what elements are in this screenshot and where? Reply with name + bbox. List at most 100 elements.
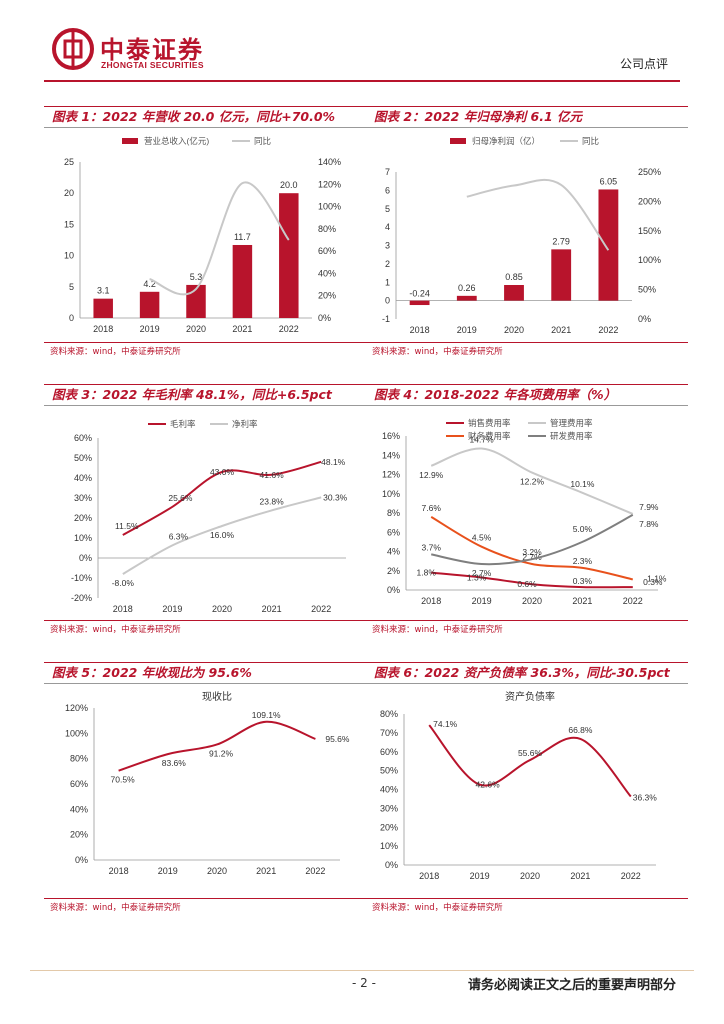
y2-tick-label: 50% xyxy=(638,285,656,295)
y-tick-label: 100% xyxy=(65,728,88,738)
chart-panel-5: 图表 5：2022 年收现比为 95.6% 现收比 0% 20% 40% 60% 80% 1… xyxy=(44,662,366,922)
y-tick-label: 0% xyxy=(387,585,400,595)
x-tick-label: 2022 xyxy=(279,324,299,334)
series-line xyxy=(431,514,634,566)
y2-tick-label: 0% xyxy=(638,314,651,324)
y-tick-label: 7 xyxy=(385,167,390,177)
y-tick-label: 10% xyxy=(382,489,400,499)
header-divider xyxy=(44,80,680,82)
y-tick-label: 8% xyxy=(387,508,400,518)
y-tick-label: 40% xyxy=(70,804,88,814)
bar xyxy=(409,300,430,306)
data-label: 7.8% xyxy=(639,519,659,529)
data-label: 0.6% xyxy=(517,579,537,589)
bar-value-label: 0.85 xyxy=(505,272,523,282)
x-tick-label: 2018 xyxy=(410,325,430,335)
bar xyxy=(93,298,113,318)
y-tick-label: -1 xyxy=(382,314,390,324)
y-tick-label: 15 xyxy=(64,219,74,229)
y-tick-label: 60% xyxy=(70,779,88,789)
x-tick-label: 2020 xyxy=(186,324,206,334)
y-tick-label: 6 xyxy=(385,185,390,195)
series-line xyxy=(122,496,322,575)
y-tick-label: 1 xyxy=(385,277,390,287)
data-label: 74.1% xyxy=(433,719,458,729)
page-number: - 2 - xyxy=(352,976,376,990)
chart-panel-4: 图表 4：2018-2022 年各项费用率（%） 销售费用率 管理费用率 财务费用率… xyxy=(366,384,688,644)
chart-margin: 毛利率 净利率 -20% -10% 0% 10% 20% 30% 40% 50% 60% 2018 20… xyxy=(71,419,348,614)
y-tick-label: 20% xyxy=(380,822,398,832)
y-tick-label: 14% xyxy=(382,450,400,460)
y2-tick-label: 80% xyxy=(318,224,336,234)
x-tick-label: 2021 xyxy=(572,596,592,606)
y-tick-label: 2% xyxy=(387,566,400,576)
y-tick-label: 80% xyxy=(380,709,398,719)
series-line xyxy=(122,460,322,536)
company-name-cn: 中泰证券 xyxy=(100,36,204,64)
data-label: 55.6% xyxy=(518,748,543,758)
chart-title: 图表 5：2022 年收现比为 95.6% xyxy=(44,662,366,684)
bar xyxy=(279,193,299,318)
data-label: 7.9% xyxy=(639,502,659,512)
series-line xyxy=(430,515,634,581)
x-tick-label: 2021 xyxy=(551,325,571,335)
data-label: 70.5% xyxy=(111,775,136,785)
chart-title: 图表 2：2022 年归母净利 6.1 亿元 xyxy=(366,106,688,128)
x-tick-label: 2020 xyxy=(522,596,542,606)
chart-panel-1: 图表 1：2022 年营收 20.0 亿元，同比+70.0% 营业总收入(亿元)… xyxy=(44,106,366,366)
data-label: -8.0% xyxy=(112,578,135,588)
y-tick-label: 10% xyxy=(380,841,398,851)
data-label: 5.0% xyxy=(573,524,593,534)
data-label: 43.0% xyxy=(210,467,235,477)
y-tick-label: -20% xyxy=(71,593,92,603)
x-tick-label: 2021 xyxy=(570,871,590,881)
data-label: 25.6% xyxy=(168,493,193,503)
x-tick-label: 2018 xyxy=(419,871,439,881)
x-tick-label: 2019 xyxy=(457,325,477,335)
y-tick-label: 50% xyxy=(74,453,92,463)
y2-tick-label: 200% xyxy=(638,196,661,206)
bar xyxy=(456,295,477,301)
data-label: 4.5% xyxy=(472,533,492,543)
chart-title: 图表 6：2022 资产负债率 36.3%，同比-30.5pct xyxy=(366,662,688,684)
y-tick-label: 4% xyxy=(387,547,400,557)
data-label: 2.3% xyxy=(573,556,593,566)
y-tick-label: 40% xyxy=(74,473,92,483)
series-line xyxy=(466,178,610,251)
legend-label: 研发费用率 xyxy=(550,431,593,441)
report-type: 公司点评 xyxy=(619,57,668,71)
data-label: 95.6% xyxy=(325,734,350,744)
data-label: 16.0% xyxy=(210,530,235,540)
x-tick-label: 2019 xyxy=(472,596,492,606)
y-tick-label: 25 xyxy=(64,157,74,167)
y-tick-label: -10% xyxy=(71,573,92,583)
y-tick-label: 60% xyxy=(380,747,398,757)
y-tick-label: 5 xyxy=(385,204,390,214)
x-tick-label: 2019 xyxy=(158,866,178,876)
data-label: 91.2% xyxy=(209,748,234,758)
y-tick-label: 0% xyxy=(385,860,398,870)
data-label: 36.3% xyxy=(633,792,658,802)
y2-tick-label: 100% xyxy=(638,255,661,265)
y-tick-label: 10 xyxy=(64,251,74,261)
bar-value-label: 5.3 xyxy=(190,272,203,282)
legend-label: 净利率 xyxy=(232,419,258,429)
chart-debt-ratio: 资产负债率 0% 10% 20% 30% 40% 50% 60% 70% 80% 2018 2019 2… xyxy=(380,690,658,881)
bar xyxy=(598,189,619,301)
bar-value-label: 6.05 xyxy=(600,176,618,186)
x-tick-label: 2018 xyxy=(113,604,133,614)
y-tick-label: 0% xyxy=(79,553,92,563)
y-tick-label: 0% xyxy=(75,855,88,865)
data-label: 12.2% xyxy=(520,477,545,487)
data-label: 109.1% xyxy=(252,710,281,720)
footer-divider xyxy=(30,970,694,971)
legend-label: 财务费用率 xyxy=(468,431,511,441)
y-tick-label: 4 xyxy=(385,222,390,232)
chart-net-profit: 归母净利润（亿） 同比 -1 0 1 2 3 4 5 6 7 0% 50% 100% 150% 200% 250… xyxy=(382,136,661,335)
x-tick-label: 2020 xyxy=(504,325,524,335)
chart-title: 图表 3：2022 年毛利率 48.1%，同比+6.5pct xyxy=(44,384,366,406)
source-note: 资料来源：wind，中泰证券研究所 xyxy=(44,620,366,638)
x-tick-label: 2018 xyxy=(93,324,113,334)
y2-tick-label: 150% xyxy=(638,226,661,236)
y-tick-label: 20% xyxy=(74,513,92,523)
